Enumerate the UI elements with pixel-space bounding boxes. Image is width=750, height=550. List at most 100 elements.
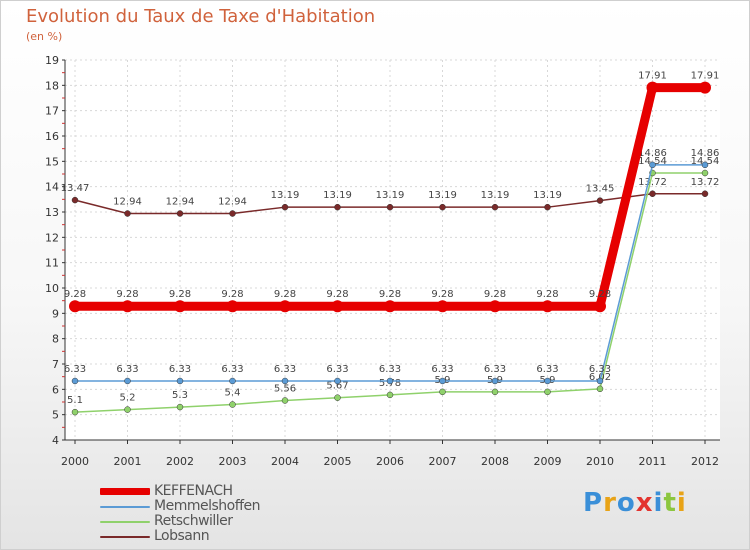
x-tick-label: 2012 [691,455,719,468]
data-point [279,300,291,313]
data-point [334,203,341,211]
data-point [489,300,501,313]
data-label: 13.45 [586,184,615,195]
chart-title: Evolution du Taux de Taxe d'Habitation [26,6,376,27]
legend-swatch [100,488,150,495]
data-point [176,377,184,385]
data-label: 12.94 [218,197,247,208]
x-tick-label: 2008 [481,455,509,468]
data-label: 13.19 [323,190,352,201]
data-point [281,203,289,211]
data-point [334,394,341,401]
data-point [491,203,499,211]
legend-label: Lobsann [154,528,210,544]
data-point [541,300,554,313]
data-label: 17.91 [691,71,720,82]
data-label: 6.33 [484,364,506,375]
data-label: 9.28 [116,289,138,300]
data-point [596,197,604,204]
data-point [596,385,604,393]
data-point [386,377,394,385]
data-point [439,388,446,396]
data-label: 13.19 [376,190,405,201]
x-tick-label: 2003 [219,455,247,468]
y-tick-label: 6 [52,383,59,396]
data-label: 6.33 [589,364,611,375]
data-label: 6.33 [326,364,348,375]
data-label: 13.47 [61,183,90,194]
data-label: 9.28 [379,289,401,300]
data-point [439,377,446,385]
data-label: 5.4 [225,388,241,399]
x-tick-label: 2007 [429,455,457,468]
data-point [124,406,131,413]
data-label: 9.28 [221,289,243,300]
data-point [331,300,344,313]
data-label: 13.19 [271,190,300,201]
y-tick-label: 4 [52,434,59,447]
logo-letter: o [616,488,636,518]
data-point [646,81,659,94]
data-point [386,391,394,399]
legend-label: KEFFENACH [154,483,233,499]
data-point [174,300,186,313]
data-point [649,161,656,169]
data-label: 6.33 [379,364,401,375]
y-tick-label: 11 [45,257,59,270]
data-point [281,397,289,404]
y-tick-label: 8 [52,333,59,346]
data-label: 5.56 [274,383,296,394]
legend-swatch [100,506,150,508]
data-label: 13.19 [428,190,457,201]
logo-letter: P [583,488,604,518]
data-point [124,377,131,385]
data-point [544,203,551,211]
data-label: 13.72 [691,177,720,188]
y-tick-label: 10 [45,282,59,295]
data-point [121,300,134,313]
y-tick-label: 5 [52,409,59,422]
data-label: 6.33 [536,364,558,375]
data-label: 9.28 [64,289,86,300]
data-point [491,377,499,385]
x-tick-label: 2010 [586,455,614,468]
y-tick-label: 16 [45,130,59,143]
data-label: 12.94 [166,197,195,208]
y-axis-unit-label: (en %) [26,30,63,43]
data-point [229,401,236,408]
data-point [649,190,656,198]
legend-item-retschwiller: Retschwiller [100,514,360,529]
data-label: 5.2 [120,393,136,404]
data-point [176,210,184,217]
data-point [699,81,711,94]
x-tick-label: 2001 [114,455,142,468]
data-point [229,377,236,385]
legend-swatch [100,521,150,523]
data-label: 14.54 [638,156,667,167]
data-point [71,377,79,385]
data-point [544,388,551,396]
logo-letter: t [663,488,677,518]
data-label: 13.72 [638,177,667,188]
legend-label: Retschwiller [154,513,233,529]
data-label: 6.02 [589,372,611,383]
data-label: 9.28 [169,289,191,300]
data-point [701,190,709,198]
data-point [544,377,551,385]
x-tick-label: 2004 [271,455,299,468]
data-label: 5.67 [326,381,348,392]
data-label: 13.19 [481,190,510,201]
data-label: 5.1 [67,395,83,406]
logo-letter: i [676,488,687,518]
data-label: 17.91 [638,71,667,82]
data-label: 9.28 [589,289,611,300]
x-tick-label: 2009 [534,455,562,468]
logo-letter: i [653,488,664,518]
data-label: 14.86 [691,148,720,159]
y-tick-label: 17 [45,105,59,118]
logo-letter: x [635,488,654,518]
logo-letter: r [603,488,617,518]
data-point [229,210,236,217]
y-tick-label: 14 [45,181,59,194]
